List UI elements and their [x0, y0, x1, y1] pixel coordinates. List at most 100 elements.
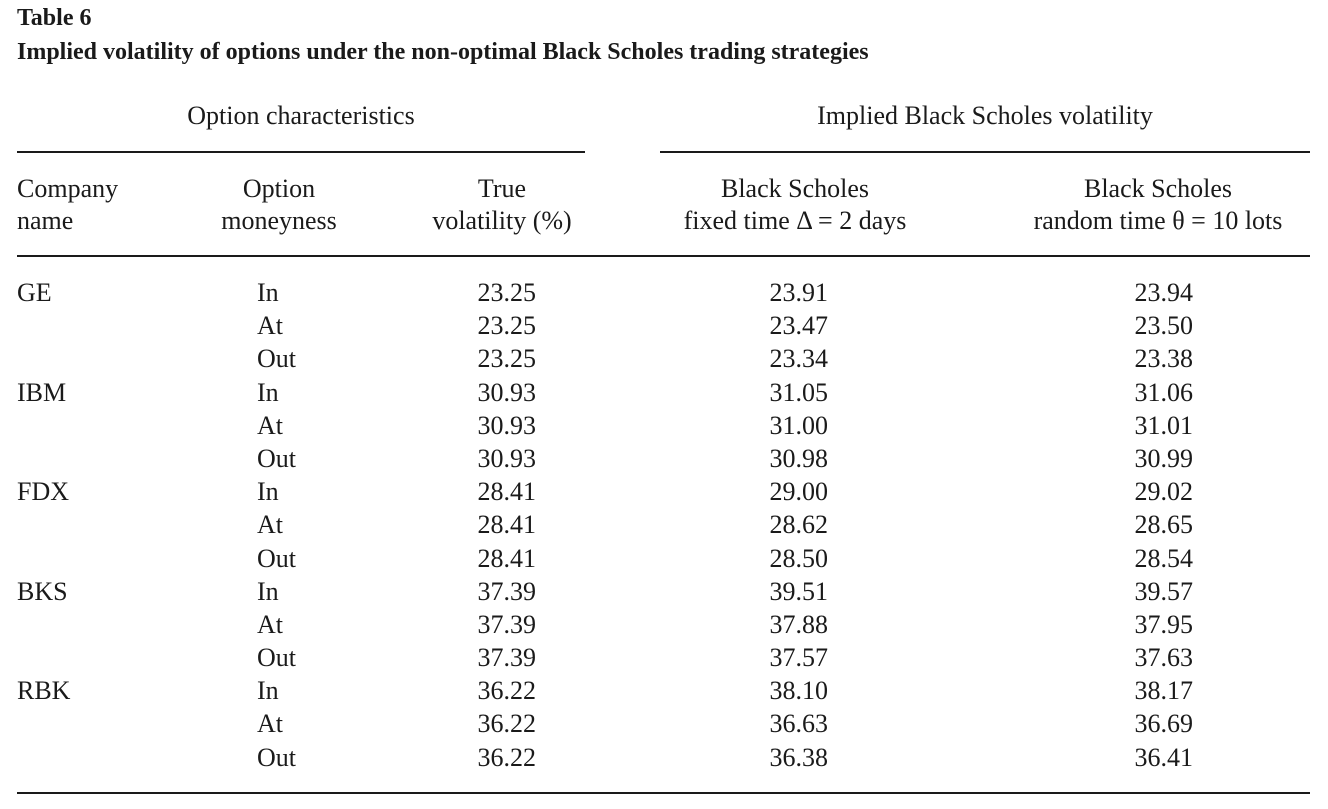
cell-bs-random: 39.57 — [1134, 576, 1194, 606]
table-row: RBK In 36.22 38.10 38.17 — [0, 674, 1328, 707]
header-rule — [17, 255, 1310, 257]
cell-true-volatility: 30.93 — [477, 377, 537, 407]
cell-bs-random: 37.95 — [1134, 609, 1194, 639]
column-header-bs-fixed: Black Scholes fixed time Δ = 2 days — [650, 173, 940, 237]
cell-bs-random: 31.01 — [1134, 410, 1194, 440]
cell-bs-random: 28.54 — [1134, 543, 1194, 573]
cell-bs-random: 38.17 — [1134, 676, 1194, 706]
column-header-company-line1: Company — [17, 174, 119, 203]
cell-true-volatility: 28.41 — [477, 510, 537, 540]
cell-moneyness: In — [257, 477, 279, 507]
cell-true-volatility: 37.39 — [477, 576, 537, 606]
cell-true-volatility: 30.93 — [477, 443, 537, 473]
cell-moneyness: Out — [257, 742, 296, 772]
column-header-moneyness: Option moneyness — [196, 173, 362, 237]
cell-bs-fixed: 30.98 — [769, 443, 829, 473]
cell-bs-random: 37.63 — [1134, 643, 1194, 673]
table-row: GE In 23.25 23.91 23.94 — [0, 276, 1328, 309]
cell-moneyness: Out — [257, 643, 296, 673]
cell-company: FDX — [17, 477, 70, 507]
table-row: IBM In 30.93 31.05 31.06 — [0, 376, 1328, 409]
cell-bs-random: 36.69 — [1134, 709, 1194, 739]
table-row: Out 28.41 28.50 28.54 — [0, 542, 1328, 575]
cell-moneyness: In — [257, 676, 279, 706]
cell-bs-fixed: 31.00 — [769, 410, 829, 440]
cell-bs-random: 29.02 — [1134, 477, 1194, 507]
cell-true-volatility: 23.25 — [477, 278, 537, 307]
column-header-true-volatility-line1: True — [477, 174, 527, 203]
cell-true-volatility: 37.39 — [477, 609, 537, 639]
column-header-company-line2: name — [17, 206, 74, 235]
cell-bs-fixed: 37.57 — [769, 643, 829, 673]
cell-company: IBM — [17, 377, 67, 407]
column-header-bs-fixed-line1: Black Scholes — [720, 174, 870, 203]
cell-bs-fixed: 37.88 — [769, 609, 829, 639]
column-header-bs-random-line1: Black Scholes — [1083, 174, 1233, 203]
cell-company: GE — [17, 278, 52, 307]
group-rule-left — [17, 151, 585, 153]
cell-moneyness: In — [257, 377, 279, 407]
table-row: At 30.93 31.00 31.01 — [0, 409, 1328, 442]
table-number: Table 6 — [17, 5, 92, 31]
table-row: Out 36.22 36.38 36.41 — [0, 741, 1328, 774]
cell-company: BKS — [17, 576, 68, 606]
cell-true-volatility: 28.41 — [477, 543, 537, 573]
cell-moneyness: Out — [257, 443, 296, 473]
cell-true-volatility: 23.25 — [477, 344, 537, 374]
cell-bs-fixed: 36.38 — [769, 742, 829, 772]
cell-moneyness: In — [257, 576, 279, 606]
cell-bs-random: 28.65 — [1134, 510, 1194, 540]
cell-bs-fixed: 23.91 — [769, 278, 829, 307]
table-row: Out 23.25 23.34 23.38 — [0, 342, 1328, 375]
cell-true-volatility: 28.41 — [477, 477, 537, 507]
column-header-bs-fixed-line2: fixed time Δ = 2 days — [683, 206, 907, 235]
cell-moneyness: At — [257, 510, 283, 540]
column-header-bs-random: Black Scholes random time θ = 10 lots — [998, 173, 1318, 237]
cell-moneyness: At — [257, 609, 283, 639]
table-row: BKS In 37.39 39.51 39.57 — [0, 575, 1328, 608]
cell-moneyness: At — [257, 410, 283, 440]
group-header-implied-volatility: Implied Black Scholes volatility — [817, 101, 1153, 130]
column-header-bs-random-line2: random time θ = 10 lots — [1033, 206, 1283, 235]
cell-true-volatility: 36.22 — [477, 742, 537, 772]
cell-bs-fixed: 23.47 — [769, 311, 829, 341]
cell-bs-fixed: 39.51 — [769, 576, 829, 606]
cell-bs-fixed: 29.00 — [769, 477, 829, 507]
table-row: At 28.41 28.62 28.65 — [0, 508, 1328, 541]
cell-true-volatility: 36.22 — [477, 676, 537, 706]
table-body: GE In 23.25 23.91 23.94 At 23.25 23.47 2… — [0, 276, 1328, 774]
cell-bs-random: 36.41 — [1134, 742, 1194, 772]
cell-moneyness: Out — [257, 543, 296, 573]
table-row: FDX In 28.41 29.00 29.02 — [0, 475, 1328, 508]
cell-true-volatility: 37.39 — [477, 643, 537, 673]
cell-bs-fixed: 28.62 — [769, 510, 829, 540]
cell-bs-fixed: 38.10 — [769, 676, 829, 706]
group-header-option-characteristics: Option characteristics — [187, 101, 415, 130]
table-row: Out 37.39 37.57 37.63 — [0, 641, 1328, 674]
cell-moneyness: At — [257, 311, 283, 341]
cell-bs-random: 30.99 — [1134, 443, 1194, 473]
cell-true-volatility: 30.93 — [477, 410, 537, 440]
table-row: At 36.22 36.63 36.69 — [0, 707, 1328, 740]
column-header-true-volatility-line2: volatility (%) — [432, 206, 572, 235]
cell-bs-random: 23.94 — [1134, 278, 1194, 307]
cell-moneyness: Out — [257, 344, 296, 374]
cell-true-volatility: 36.22 — [477, 709, 537, 739]
column-header-moneyness-line2: moneyness — [221, 206, 337, 235]
table-row: Out 30.93 30.98 30.99 — [0, 442, 1328, 475]
cell-bs-random: 23.38 — [1134, 344, 1194, 374]
group-rule-right — [660, 151, 1310, 153]
cell-company: RBK — [17, 676, 71, 706]
column-header-company: Company name — [17, 173, 118, 237]
cell-moneyness: In — [257, 278, 279, 307]
cell-bs-random: 23.50 — [1134, 311, 1194, 341]
table-row: At 23.25 23.47 23.50 — [0, 309, 1328, 342]
cell-bs-fixed: 31.05 — [769, 377, 829, 407]
cell-moneyness: At — [257, 709, 283, 739]
column-header-true-volatility: True volatility (%) — [415, 173, 589, 237]
cell-bs-fixed: 28.50 — [769, 543, 829, 573]
table-row: At 37.39 37.88 37.95 — [0, 608, 1328, 641]
cell-bs-random: 31.06 — [1134, 377, 1194, 407]
column-header-moneyness-line1: Option — [242, 174, 316, 203]
cell-true-volatility: 23.25 — [477, 311, 537, 341]
